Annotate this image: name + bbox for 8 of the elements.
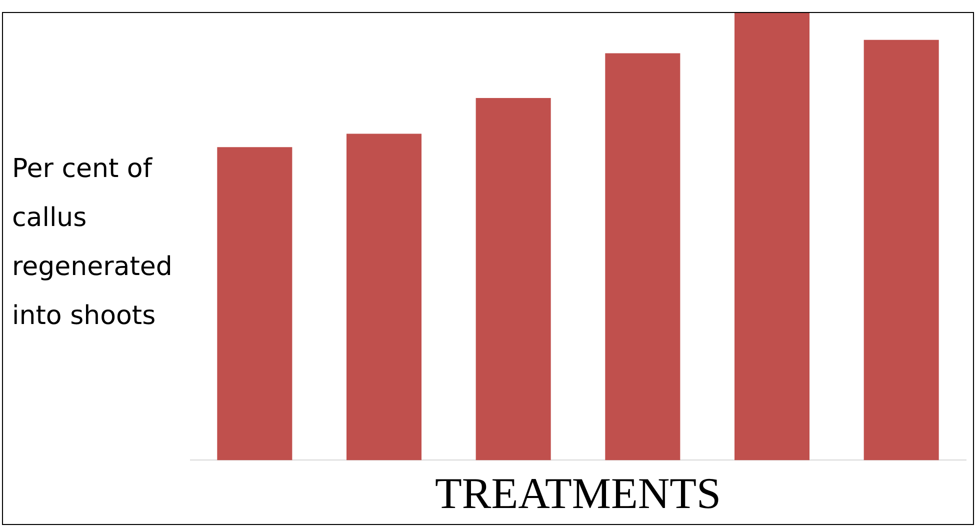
bar [217,147,292,460]
bar [476,98,551,460]
bar [734,13,810,460]
bar [864,40,939,460]
bar [605,53,680,460]
bar [346,134,422,460]
y-axis-title: Per cent of callus regenerated into shoots [12,153,174,333]
x-axis-title: TREATMENTS [435,469,721,518]
